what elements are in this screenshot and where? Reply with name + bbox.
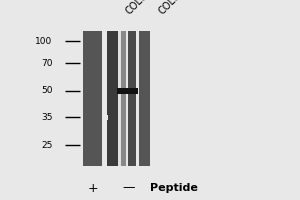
Bar [117, 88, 138, 94]
Bar [106, 31, 118, 166]
Text: Peptide: Peptide [150, 183, 198, 193]
Bar [82, 31, 102, 166]
Text: 100: 100 [35, 36, 52, 46]
Text: +: + [88, 182, 98, 194]
Text: COL0205: COL0205 [123, 0, 162, 16]
Bar [128, 31, 136, 166]
Text: COL0205: COL0205 [156, 0, 195, 16]
Text: 70: 70 [41, 58, 52, 68]
Text: 25: 25 [41, 140, 52, 149]
Bar [118, 31, 121, 166]
Text: 35: 35 [41, 112, 52, 121]
Text: —: — [123, 182, 135, 194]
Bar [106, 115, 108, 120]
Bar [121, 31, 126, 166]
Text: 50: 50 [41, 86, 52, 95]
Bar [139, 31, 150, 166]
